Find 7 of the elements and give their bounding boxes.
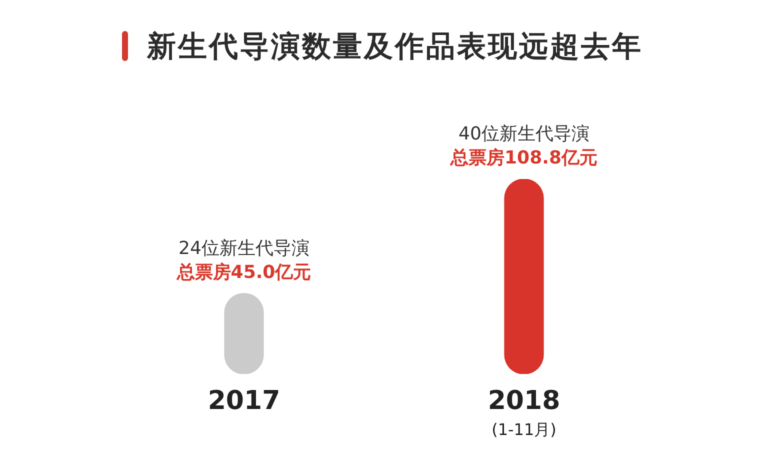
x-tick-label: 2018 (1-11月) (488, 386, 560, 440)
x-tick-label: 2017 (208, 386, 280, 416)
data-label: 总票房108.8亿元 (450, 148, 598, 169)
annotation: 40位新生代导演 (458, 124, 590, 145)
chart-title: 新生代导演数量及作品表现远超去年 (147, 28, 643, 64)
annotation: 24位新生代导演 (178, 238, 310, 260)
data-label: 总票房45.0亿元 (176, 262, 312, 284)
